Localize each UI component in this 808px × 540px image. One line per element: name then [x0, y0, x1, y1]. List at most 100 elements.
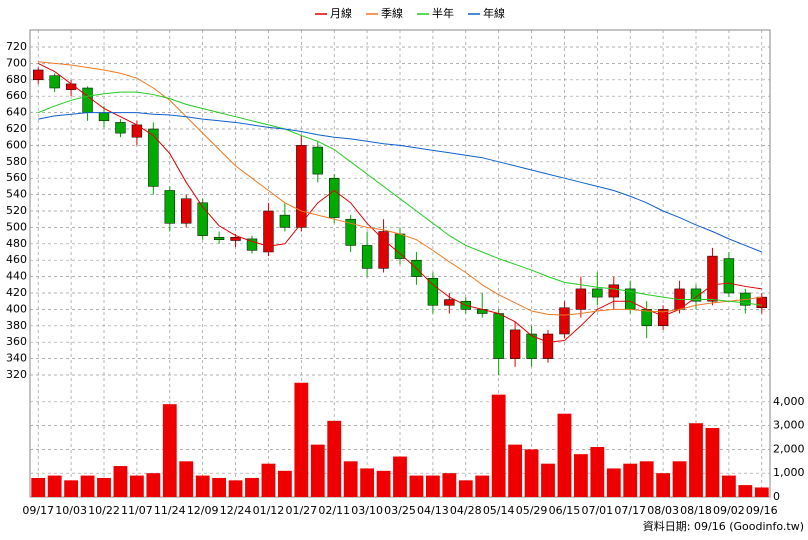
legend-label: 季線	[381, 6, 403, 20]
volume-bar	[80, 475, 95, 497]
candle-body	[345, 218, 356, 246]
volume-bar	[261, 463, 276, 497]
y-tick-label: 620	[6, 122, 27, 135]
y-tick-label: 520	[6, 204, 27, 217]
legend-label: 月線	[330, 6, 352, 20]
y-tick-label: 660	[6, 89, 27, 102]
x-tick-label: 12/09	[187, 504, 219, 517]
candle-body	[444, 299, 455, 306]
volume-bar	[245, 477, 259, 497]
volume-bar	[179, 461, 194, 497]
volume-bar	[195, 475, 210, 497]
volume-bar	[721, 475, 736, 497]
x-tick-label: 10/22	[88, 504, 120, 517]
candle-body	[115, 122, 126, 134]
candle-body	[33, 69, 44, 81]
candle-body	[575, 288, 587, 310]
volume-bar	[425, 475, 440, 497]
candle-body	[148, 128, 159, 187]
y2-tick-label: 0	[773, 490, 780, 503]
candle-body	[279, 214, 291, 228]
y-tick-label: 380	[6, 319, 27, 332]
candle-body	[213, 236, 225, 240]
candle-body	[230, 236, 241, 241]
volume-bar	[113, 466, 128, 497]
volume-bar	[639, 461, 654, 497]
y-tick-label: 420	[6, 286, 27, 299]
x-tick-label: 12/24	[220, 504, 252, 517]
candle-body	[361, 245, 373, 269]
candle-body	[756, 296, 767, 309]
volume-bar	[343, 461, 358, 497]
volume-bar	[64, 480, 79, 497]
y-tick-label: 400	[6, 302, 27, 315]
volume-bar	[409, 475, 424, 497]
candle-body	[164, 190, 175, 224]
candle-body	[246, 238, 258, 251]
volume-bar	[754, 487, 769, 497]
y-tick-label: 600	[6, 138, 27, 151]
x-tick-label: 09/16	[746, 504, 778, 517]
x-tick-label: 08/03	[647, 504, 679, 517]
volume-bar	[458, 480, 473, 497]
x-tick-label: 06/15	[549, 504, 581, 517]
x-tick-label: 10/03	[55, 504, 87, 517]
candle-body	[312, 146, 323, 175]
y-tick-label: 640	[6, 106, 27, 119]
volume-bar	[162, 404, 177, 497]
volume-bar	[689, 423, 703, 497]
candle-body	[197, 202, 208, 236]
legend-label: 半年	[432, 6, 454, 20]
volume-bar	[475, 475, 490, 497]
x-tick-label: 07/17	[614, 504, 646, 517]
legend-label: 年線	[483, 6, 505, 20]
candle-body	[707, 255, 718, 302]
x-tick-label: 04/28	[450, 504, 482, 517]
y2-tick-label: 1,000	[773, 466, 805, 479]
x-tick-label: 03/10	[351, 504, 383, 517]
candle-body	[641, 309, 652, 327]
volume-bar	[656, 473, 671, 497]
footer: 資料日期: 09/16 (Goodinfo.tw)	[643, 519, 804, 533]
volume-bar	[146, 473, 161, 497]
x-tick-label: 03/25	[384, 504, 416, 517]
candle-body	[608, 284, 619, 298]
candle-body	[526, 333, 537, 359]
x-tick-label: 01/12	[253, 504, 285, 517]
y-tick-label: 440	[6, 270, 27, 283]
candle-body	[493, 313, 504, 359]
volume-bar	[129, 475, 144, 497]
volume-bar	[277, 470, 292, 497]
y-tick-label: 580	[6, 155, 27, 168]
volume-bar	[705, 427, 720, 497]
candle-body	[98, 112, 110, 122]
volume-bar	[376, 470, 391, 497]
x-tick-label: 09/02	[713, 504, 745, 517]
candle-body	[723, 258, 735, 294]
y2-tick-label: 4,000	[773, 395, 805, 408]
candle-body	[82, 87, 93, 113]
candle-body	[509, 329, 521, 359]
x-tick-label: 09/17	[22, 504, 54, 517]
x-tick-label: 07/01	[581, 504, 613, 517]
volume-bar	[623, 463, 638, 497]
x-tick-label: 11/07	[121, 504, 153, 517]
y2-tick-label: 3,000	[773, 419, 805, 432]
volume-bar	[310, 444, 325, 497]
y-tick-label: 500	[6, 220, 27, 233]
y-tick-label: 700	[6, 56, 27, 69]
x-tick-label: 02/11	[318, 504, 350, 517]
candle-body	[690, 288, 702, 302]
volume-bar	[212, 477, 227, 497]
x-tick-label: 05/29	[516, 504, 548, 517]
y-tick-label: 360	[6, 335, 27, 348]
ma-line	[38, 61, 762, 316]
y2-tick-label: 2,000	[773, 442, 805, 455]
candle-body	[329, 177, 340, 218]
volume-bar	[524, 449, 539, 497]
y-tick-label: 720	[6, 40, 27, 53]
volume-bar	[442, 473, 457, 497]
x-tick-label: 04/13	[417, 504, 449, 517]
candle-body	[559, 307, 570, 335]
